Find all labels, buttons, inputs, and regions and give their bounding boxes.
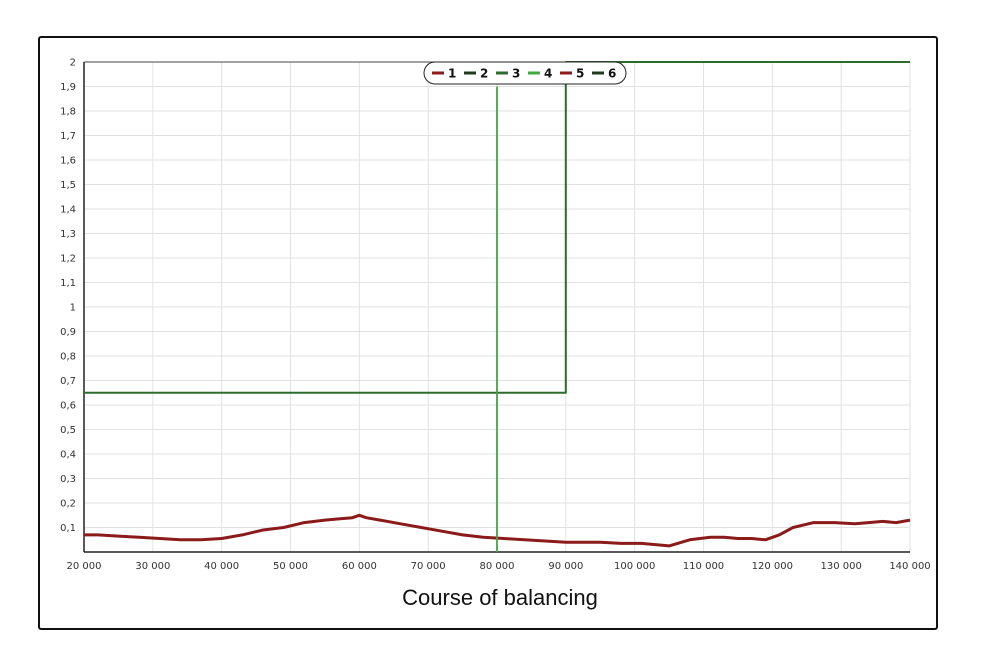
y-tick-label: 0,3 [60,474,76,485]
y-tick-label: 1,1 [60,278,76,289]
legend-label-6: 6 [608,67,616,81]
x-tick-label: 20 000 [67,561,102,572]
x-tick-label: 60 000 [342,561,377,572]
x-tick-label: 140 000 [889,561,930,572]
legend-label-1: 1 [448,67,456,81]
legend-label-4: 4 [544,67,552,81]
series-line-3 [84,61,910,394]
x-tick-label: 30 000 [135,561,170,572]
legend-label-5: 5 [576,67,584,81]
x-tick-label: 100 000 [614,561,655,572]
y-tick-label: 1,3 [60,229,76,240]
x-tick-label: 70 000 [411,561,446,572]
y-tick-labels: 0,1 0,2 0,3 0,4 0,5 0,6 0,7 0,8 0,9 1 1,1 1,2 1,3 1,4… [60,58,76,535]
y-tick-label: 0,5 [60,425,76,436]
y-tick-label: 1,4 [60,205,76,216]
y-tick-label: 1 [70,303,76,314]
y-tick-label: 0,6 [60,401,76,412]
y-tick-label: 1,5 [60,180,76,191]
y-tick-label: 1,8 [60,107,76,118]
x-tick-label: 90 000 [548,561,583,572]
y-tick-label: 1,9 [60,82,76,93]
y-tick-label: 0,4 [60,450,76,461]
y-tick-label: 0,7 [60,376,76,387]
chart-caption: Course of balancing [402,585,598,610]
y-tick-label: 2 [70,58,76,69]
legend-label-2: 2 [480,67,488,81]
y-tick-label: 1,6 [60,156,76,167]
y-tick-label: 0,2 [60,499,76,510]
y-tick-label: 0,8 [60,352,76,363]
x-tick-label: 40 000 [204,561,239,572]
x-tick-label: 120 000 [752,561,793,572]
y-tick-label: 1,7 [60,131,76,142]
x-tick-label: 130 000 [820,561,861,572]
y-tick-label: 0,9 [60,327,76,338]
legend-box [423,61,627,85]
x-tick-label: 80 000 [480,561,515,572]
legend: 1 2 3 4 5 6 [423,61,627,85]
y-tick-label: 0,1 [60,523,76,534]
x-tick-label: 110 000 [683,561,724,572]
x-tick-label: 50 000 [273,561,308,572]
series-lines [84,61,911,552]
series-line-1 [84,513,911,548]
y-tick-label: 1,2 [60,254,76,265]
legend-label-3: 3 [512,67,520,81]
x-tick-labels: 20 000 30 000 40 000 50 000 60 000 70 000 80 0… [67,561,931,572]
